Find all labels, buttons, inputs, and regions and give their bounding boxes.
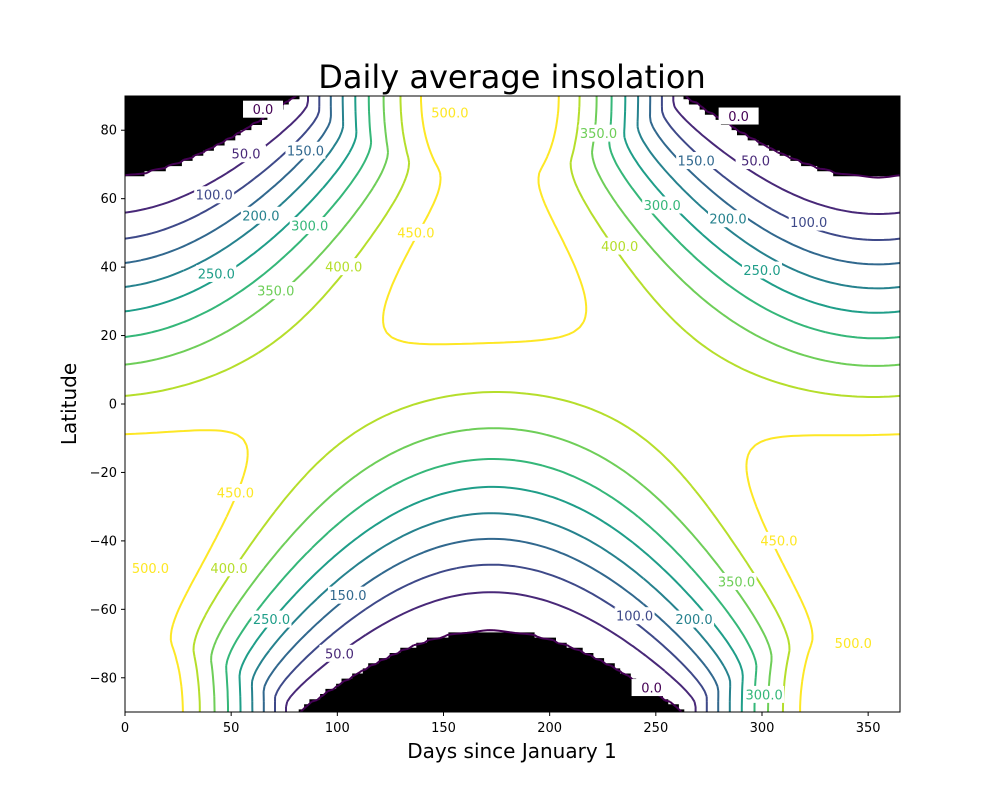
contour-label: 150.0	[329, 589, 366, 604]
contour-label-bg	[215, 483, 256, 501]
contour-label: 50.0	[325, 647, 354, 662]
contour-line-400	[125, 96, 900, 712]
contour-label-bg	[833, 634, 874, 652]
x-tick-label: 200	[537, 721, 562, 736]
contour-label: 300.0	[291, 220, 328, 235]
contour-label-bg	[285, 141, 326, 159]
contour-label-bg	[642, 196, 683, 214]
contour-label-bg	[744, 685, 785, 703]
contour-label: 250.0	[743, 264, 780, 279]
x-axis-label: Days since January 1	[407, 739, 616, 763]
contour-label: 100.0	[790, 216, 827, 231]
contour-label: 350.0	[257, 285, 294, 300]
contour-label-bg	[741, 261, 782, 279]
contour-label: 250.0	[198, 267, 235, 282]
contour-label-bg	[718, 107, 759, 125]
contour-label: 200.0	[709, 213, 746, 228]
contour-field: 0.0 50.0 100.0 150.0 200.0 250.0 300.0 350.0 400…	[125, 96, 900, 712]
contour-label: 50.0	[741, 155, 770, 170]
contour-label-bg	[209, 559, 250, 577]
contour-label-bg	[240, 206, 281, 224]
plot-area: 0.050.0100.0150.0200.0250.0300.0350.0400…	[90, 95, 901, 736]
contour-label-bg	[327, 586, 368, 604]
contour-label: 450.0	[397, 226, 434, 241]
contour-label-bg	[716, 572, 757, 590]
y-tick-label: −40	[90, 534, 117, 549]
contour-label: 150.0	[678, 155, 715, 170]
y-tick-label: −20	[90, 466, 117, 481]
contour-label: 500.0	[835, 637, 872, 652]
y-tick-label: −60	[90, 603, 117, 618]
contour-label: 400.0	[601, 240, 638, 255]
contour-label: 500.0	[132, 562, 169, 577]
contour-label: 350.0	[718, 575, 755, 590]
x-tick-label: 300	[750, 721, 775, 736]
contour-label-bg	[429, 104, 470, 122]
y-tick-label: −80	[90, 671, 117, 686]
contour-label: 200.0	[675, 613, 712, 628]
contour-label-bg	[251, 610, 292, 628]
contour-label: 0.0	[641, 682, 662, 697]
contour-label: 500.0	[431, 107, 468, 122]
contour-label-bg	[243, 100, 284, 118]
contour-label: 250.0	[253, 613, 290, 628]
contour-label: 300.0	[644, 199, 681, 214]
contour-label-bg	[735, 152, 776, 170]
contour-label-bg	[788, 213, 829, 231]
contour-label: 100.0	[196, 189, 233, 204]
contour-line-50	[125, 96, 900, 712]
polar-night-region	[125, 96, 900, 712]
contour-line-350	[125, 96, 900, 712]
contour-label-bg	[130, 559, 171, 577]
contour-label-bg	[323, 258, 364, 276]
contour-label-bg	[614, 607, 655, 625]
contour-label-bg	[255, 282, 296, 300]
y-tick-label: 60	[100, 192, 117, 207]
x-tick-label: 50	[223, 721, 240, 736]
contour-label: 200.0	[242, 209, 279, 224]
x-tick-label: 100	[325, 721, 350, 736]
contour-label-bg	[708, 210, 749, 228]
y-tick-label: 80	[100, 124, 117, 139]
contour-label: 0.0	[253, 103, 274, 118]
x-tick-label: 150	[431, 721, 456, 736]
contour-label-bg	[319, 644, 360, 662]
contour-label: 300.0	[746, 688, 783, 703]
x-tick-label: 250	[643, 721, 668, 736]
contour-label: 0.0	[728, 110, 749, 125]
contour-label-bg	[578, 124, 619, 142]
contour-label: 350.0	[580, 127, 617, 142]
contour-label-bg	[395, 223, 436, 241]
x-tick-label: 0	[121, 721, 129, 736]
contour-label: 450.0	[217, 486, 254, 501]
contour-label-bg	[599, 237, 640, 255]
contour-label-bg	[631, 679, 672, 697]
contour-label: 400.0	[210, 562, 247, 577]
contour-label-bg	[676, 152, 717, 170]
chart-title: Daily average insolation	[318, 58, 706, 96]
y-tick-label: 0	[109, 398, 117, 413]
contour-label: 100.0	[616, 610, 653, 625]
contour-label-bg	[226, 145, 267, 163]
contour-label-bg	[674, 610, 715, 628]
contour-label: 150.0	[287, 144, 324, 159]
contour-label: 450.0	[760, 534, 797, 549]
contour-label: 50.0	[232, 148, 261, 163]
y-axis-label: Latitude	[57, 363, 81, 445]
contour-label-bg	[196, 264, 237, 282]
contour-label-bg	[758, 531, 799, 549]
y-tick-label: 20	[100, 329, 117, 344]
contour-label-bg	[194, 186, 235, 204]
contour-line-250	[125, 96, 900, 712]
contour-line-450	[125, 96, 900, 712]
contour-label-bg	[289, 217, 330, 235]
x-tick-label: 350	[856, 721, 881, 736]
contour-line-300	[125, 96, 900, 712]
y-tick-label: 40	[100, 261, 117, 276]
contour-label: 400.0	[325, 261, 362, 276]
